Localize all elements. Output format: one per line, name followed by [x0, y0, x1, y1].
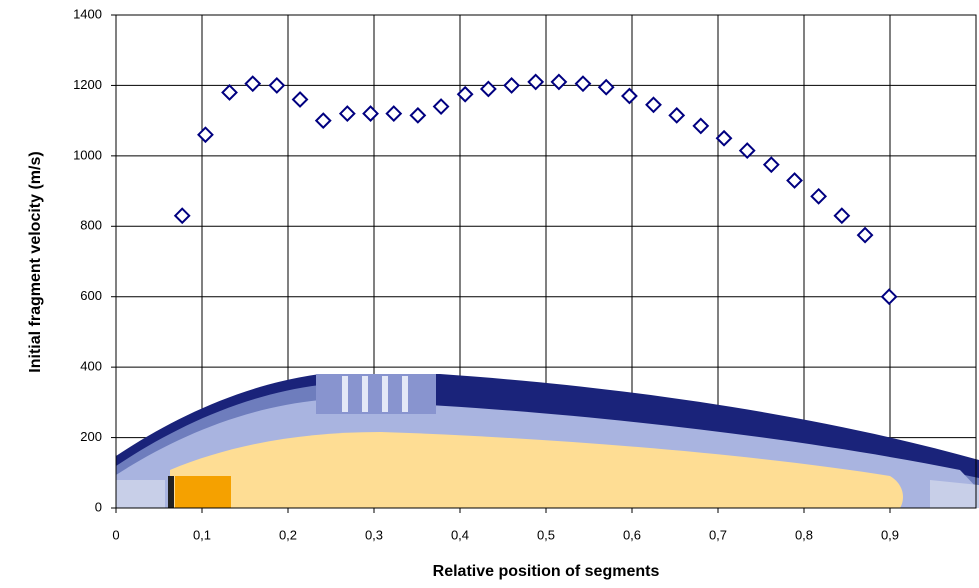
data-point	[291, 91, 309, 108]
data-point	[856, 226, 874, 244]
x-axis-title: Relative position of segments	[433, 563, 660, 580]
data-point	[810, 187, 828, 205]
data-point	[645, 96, 662, 114]
data-point	[173, 207, 191, 225]
y-axis-title: Initial fragment velocity (m/s)	[27, 151, 44, 372]
data-point	[503, 77, 521, 94]
y-tick-label: 400	[80, 359, 102, 374]
data-point	[880, 288, 898, 306]
data-point	[456, 85, 474, 103]
data-point	[385, 105, 403, 123]
x-tick-label: 0,2	[279, 527, 297, 542]
x-tick-label: 0,3	[365, 527, 383, 542]
data-point	[692, 117, 710, 135]
x-tick-label: 0	[112, 527, 119, 542]
data-point	[409, 106, 427, 124]
x-tick-label: 0,7	[709, 527, 727, 542]
y-tick-label: 1200	[73, 77, 102, 92]
data-point	[621, 87, 638, 105]
x-tick-label: 0,9	[881, 527, 899, 542]
data-point	[527, 73, 545, 91]
data-point	[268, 77, 286, 94]
data-point	[574, 75, 592, 93]
x-tick-label: 0,6	[623, 527, 641, 542]
y-tick-label: 1400	[73, 6, 102, 21]
data-point	[338, 105, 356, 123]
data-point	[833, 207, 851, 225]
y-tick-label: 600	[80, 288, 102, 303]
y-tick-label: 800	[80, 218, 102, 233]
data-point	[597, 78, 615, 96]
data-point	[221, 84, 238, 101]
y-tick-label: 0	[95, 499, 102, 514]
data-point	[314, 112, 332, 130]
data-point	[479, 80, 497, 98]
data-point	[762, 156, 780, 174]
data-point	[668, 106, 686, 124]
data-point	[244, 75, 262, 93]
data-point	[197, 126, 214, 144]
data-point	[715, 129, 733, 147]
x-tick-label: 0,1	[193, 527, 211, 542]
data-point	[362, 105, 379, 123]
y-tick-label: 1000	[73, 147, 102, 162]
data-point	[550, 73, 568, 91]
x-tick-label: 0,4	[451, 527, 469, 542]
data-point	[786, 172, 803, 189]
data-point	[738, 142, 756, 159]
projectile-illustration	[116, 374, 979, 508]
data-point	[432, 98, 450, 115]
x-tick-label: 0,5	[537, 527, 555, 542]
x-tick-label: 0,8	[795, 527, 813, 542]
y-tick-label: 200	[80, 429, 102, 444]
